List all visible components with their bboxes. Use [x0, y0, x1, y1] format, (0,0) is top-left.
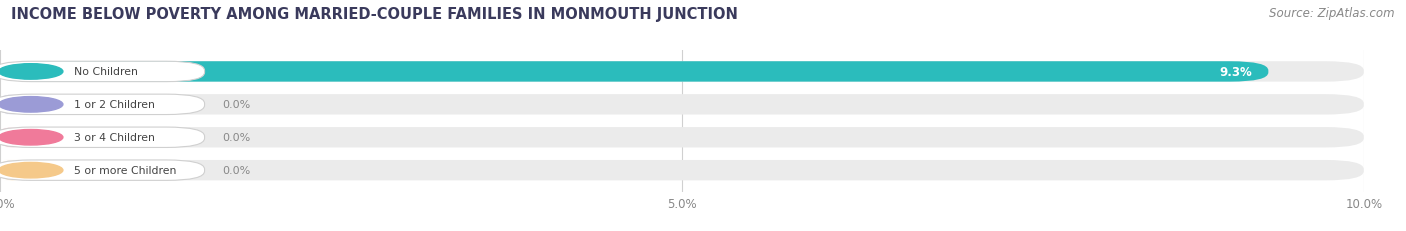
Text: 0.0%: 0.0%	[222, 133, 250, 143]
Circle shape	[0, 64, 63, 80]
FancyBboxPatch shape	[0, 95, 205, 115]
FancyBboxPatch shape	[0, 62, 1268, 82]
Text: Source: ZipAtlas.com: Source: ZipAtlas.com	[1270, 7, 1395, 20]
Circle shape	[0, 163, 63, 178]
Text: 0.0%: 0.0%	[222, 165, 250, 175]
FancyBboxPatch shape	[0, 160, 24, 181]
FancyBboxPatch shape	[0, 128, 24, 148]
FancyBboxPatch shape	[0, 128, 1364, 148]
Text: No Children: No Children	[73, 67, 138, 77]
FancyBboxPatch shape	[0, 62, 1364, 82]
FancyBboxPatch shape	[0, 95, 24, 115]
Text: 1 or 2 Children: 1 or 2 Children	[73, 100, 155, 110]
Text: 5 or more Children: 5 or more Children	[73, 165, 176, 175]
FancyBboxPatch shape	[0, 128, 205, 148]
Text: 0.0%: 0.0%	[222, 100, 250, 110]
Text: 9.3%: 9.3%	[1219, 66, 1251, 79]
FancyBboxPatch shape	[0, 160, 1364, 181]
FancyBboxPatch shape	[0, 95, 1364, 115]
Circle shape	[0, 130, 63, 145]
Circle shape	[0, 97, 63, 112]
Text: INCOME BELOW POVERTY AMONG MARRIED-COUPLE FAMILIES IN MONMOUTH JUNCTION: INCOME BELOW POVERTY AMONG MARRIED-COUPL…	[11, 7, 738, 22]
Text: 3 or 4 Children: 3 or 4 Children	[73, 133, 155, 143]
FancyBboxPatch shape	[0, 160, 205, 181]
FancyBboxPatch shape	[0, 62, 205, 82]
